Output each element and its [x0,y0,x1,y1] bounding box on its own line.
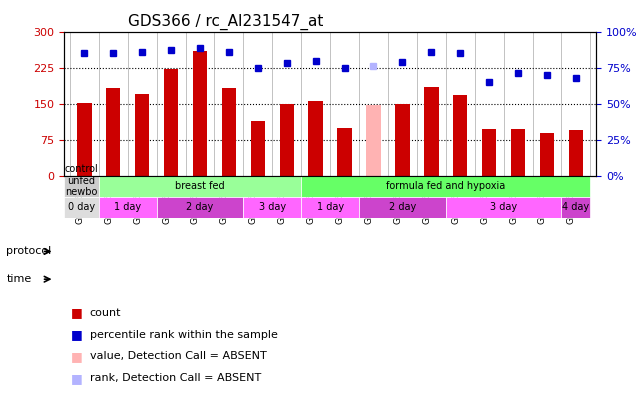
Text: 0 day: 0 day [68,202,95,212]
Text: value, Detection Call = ABSENT: value, Detection Call = ABSENT [90,351,267,362]
Text: rank, Detection Call = ABSENT: rank, Detection Call = ABSENT [90,373,261,383]
FancyBboxPatch shape [562,197,590,218]
Bar [337,128,352,176]
Bar [222,88,236,176]
Text: 1 day: 1 day [317,202,344,212]
Bar [279,104,294,176]
Bar [366,105,381,176]
Text: ■: ■ [71,307,83,319]
FancyBboxPatch shape [99,176,301,197]
Bar [308,101,323,176]
Text: ■: ■ [71,328,83,341]
Bar [164,69,178,176]
Text: 4 day: 4 day [562,202,590,212]
Bar [106,88,121,176]
Bar [193,51,207,176]
Bar [569,130,583,176]
FancyBboxPatch shape [64,197,99,218]
Bar [251,121,265,176]
Text: 2 day: 2 day [389,202,416,212]
Bar [453,95,467,176]
Bar [424,87,438,176]
Text: formula fed and hypoxia: formula fed and hypoxia [386,181,505,191]
Text: 3 day: 3 day [490,202,517,212]
Bar [395,104,410,176]
FancyBboxPatch shape [445,197,562,218]
Text: breast fed: breast fed [175,181,225,191]
Bar [482,129,496,176]
Text: ■: ■ [71,350,83,363]
Text: control
unfed
newbo
rn: control unfed newbo rn [65,164,98,209]
Text: GDS366 / rc_AI231547_at: GDS366 / rc_AI231547_at [128,14,323,30]
Bar [540,133,554,176]
Text: time: time [6,274,31,284]
FancyBboxPatch shape [99,197,156,218]
Text: ■: ■ [71,372,83,385]
Text: protocol: protocol [6,246,52,257]
Text: count: count [90,308,121,318]
Text: 1 day: 1 day [114,202,141,212]
FancyBboxPatch shape [156,197,244,218]
FancyBboxPatch shape [64,176,99,197]
Text: 3 day: 3 day [259,202,286,212]
Bar [77,103,92,176]
FancyBboxPatch shape [244,197,301,218]
Bar [511,129,525,176]
FancyBboxPatch shape [359,197,445,218]
FancyBboxPatch shape [301,197,359,218]
FancyBboxPatch shape [301,176,590,197]
Text: 2 day: 2 day [187,202,213,212]
Bar [135,94,149,176]
Text: percentile rank within the sample: percentile rank within the sample [90,329,278,340]
